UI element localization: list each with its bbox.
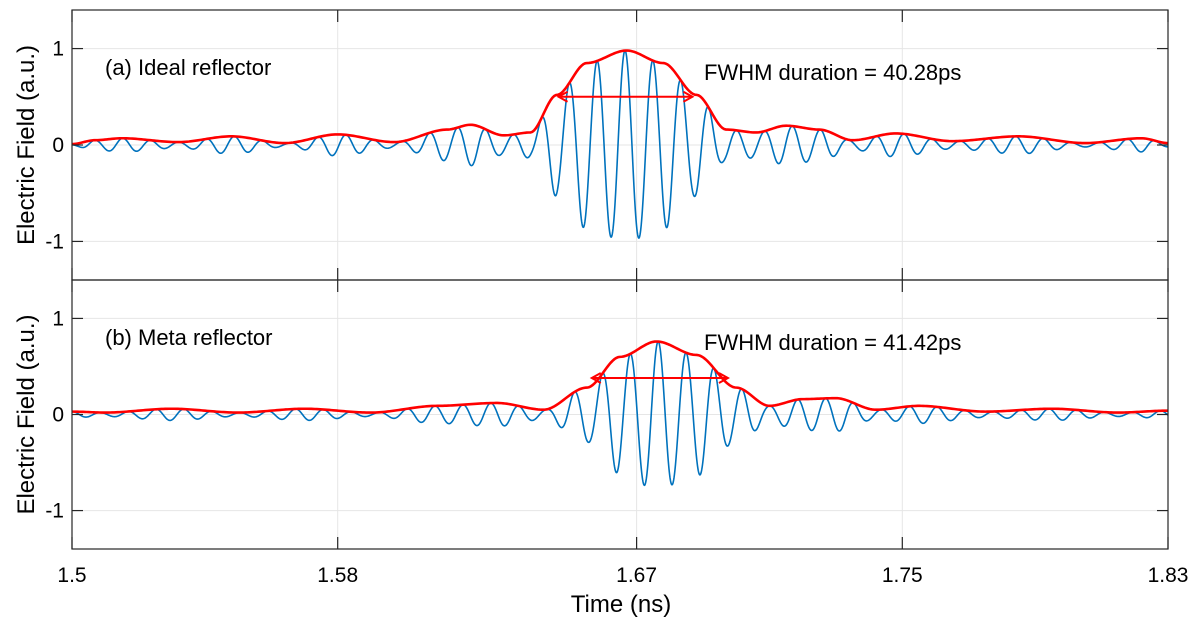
fwhm-annotation: FWHM duration = 41.42ps xyxy=(704,330,961,355)
x-tick-label: 1.5 xyxy=(57,564,86,587)
y-tick-label: 0 xyxy=(52,134,64,157)
panel-b: 1 0 -1 (b) Meta reflector FWHM duration = 41… xyxy=(13,279,1169,550)
panel-a: 1 0 -1 (a) Ideal reflector FWHM duration = 4… xyxy=(13,9,1169,281)
fwhm-annotation: FWHM duration = 40.28ps xyxy=(704,60,961,85)
panel-label: (b) Meta reflector xyxy=(105,325,273,350)
x-axis-label: Time (ns) xyxy=(571,591,671,618)
y-tick-label: 0 xyxy=(52,404,64,427)
panel-label: (a) Ideal reflector xyxy=(105,55,271,80)
y-tick-label: 1 xyxy=(52,307,64,330)
x-tick-label: 1.75 xyxy=(882,564,923,587)
x-axis: 1.5 1.58 1.67 1.75 1.83 xyxy=(57,564,1188,587)
y-tick-label: -1 xyxy=(45,230,64,253)
y-tick-label: 1 xyxy=(52,38,64,61)
x-tick-label: 1.67 xyxy=(616,564,657,587)
envelope-series-line xyxy=(72,340,1168,414)
envelope-series-line xyxy=(72,49,1168,146)
fwhm-arrow-head-left xyxy=(589,372,602,384)
x-tick-label: 1.83 xyxy=(1148,564,1189,587)
fwhm-arrow-head-left xyxy=(556,90,569,103)
fwhm-arrow-head-right xyxy=(718,372,730,384)
y-tick-label: -1 xyxy=(45,500,64,523)
y-axis-label: Electric Field (a.u.) xyxy=(13,45,40,245)
x-tick-label: 1.58 xyxy=(317,564,358,587)
y-axis-label: Electric Field (a.u.) xyxy=(13,314,40,514)
fwhm-arrow-head-right xyxy=(682,90,695,103)
field-series-line xyxy=(72,340,1168,487)
